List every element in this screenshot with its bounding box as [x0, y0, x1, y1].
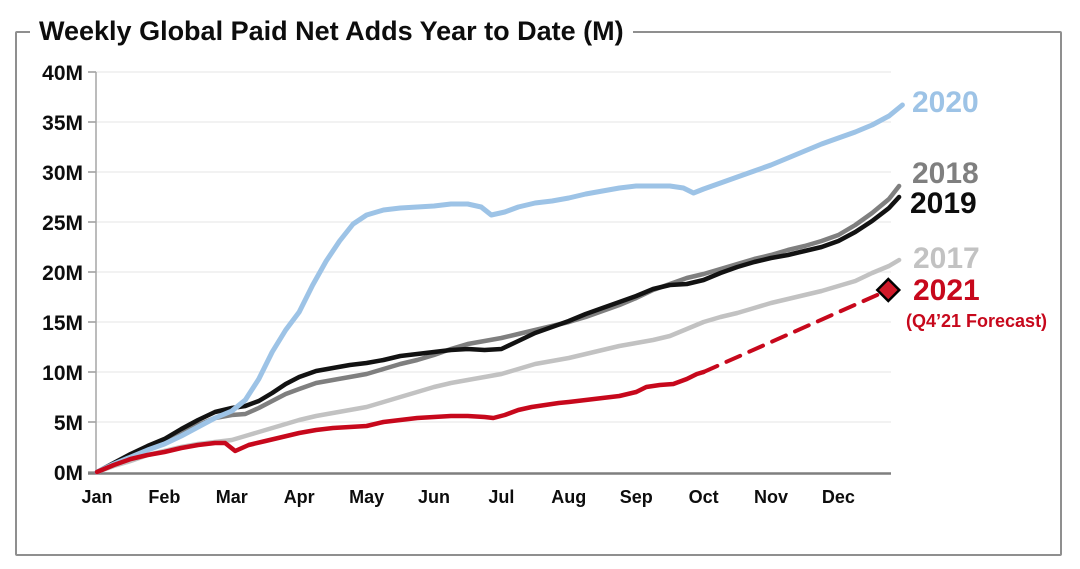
series-line-2017	[94, 257, 902, 475]
y-tick-label: 0M	[54, 462, 83, 485]
chart-title: Weekly Global Paid Net Adds Year to Date…	[30, 16, 633, 47]
y-tick-label: 25M	[42, 212, 83, 235]
x-tick-label: Sep	[620, 487, 653, 507]
y-tick-label: 5M	[54, 412, 83, 435]
x-tick-label: Jul	[488, 487, 514, 507]
x-tick-label: Oct	[689, 487, 719, 507]
x-tick-label: Dec	[822, 487, 855, 507]
x-tick-label: Aug	[551, 487, 586, 507]
series-line-2019	[94, 194, 902, 475]
x-tick-label: Jan	[81, 487, 112, 507]
x-tick-label: Jun	[418, 487, 450, 507]
x-tick-label: Feb	[148, 487, 180, 507]
y-tick-label: 40M	[42, 62, 83, 85]
y-tick-label: 30M	[42, 162, 83, 185]
x-tick-label: Apr	[284, 487, 315, 507]
x-tick-label: Mar	[216, 487, 248, 507]
series-line-2020	[94, 102, 905, 475]
x-tick-label: Nov	[754, 487, 788, 507]
series-line-2021	[94, 369, 706, 475]
x-tick-label: May	[349, 487, 384, 507]
series-line-2018	[94, 183, 902, 475]
y-tick-label: 35M	[42, 112, 83, 135]
series-line-2021-forecast	[701, 288, 891, 374]
forecast-diamond-marker	[875, 277, 902, 303]
y-tick-label: 10M	[42, 362, 83, 385]
y-tick-label: 15M	[42, 312, 83, 335]
y-tick-label: 20M	[42, 262, 83, 285]
